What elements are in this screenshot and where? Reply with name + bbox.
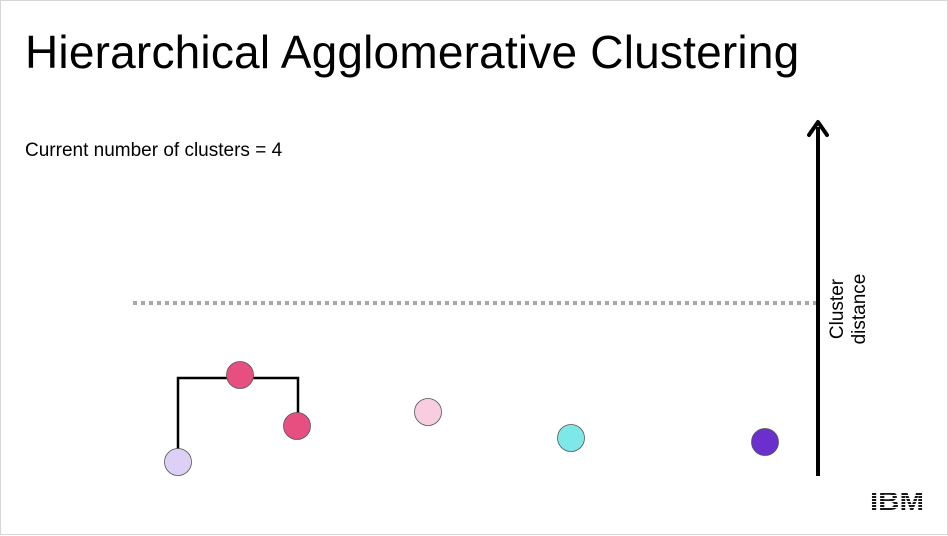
cyan-data-point [557, 424, 585, 452]
magenta-data-point [283, 412, 311, 440]
cluster-count-text: Current number of clusters = 4 [25, 140, 283, 161]
axis-label-line-1: Cluster [827, 278, 848, 340]
axis-label-line-2: distance [849, 273, 870, 345]
merged-cluster-node [226, 361, 254, 389]
slide-title: Hierarchical Agglomerative Clustering [25, 26, 800, 78]
axis-arrowhead-icon [807, 120, 829, 137]
lavender-data-point [164, 448, 192, 476]
cluster-distance-axis-label: Cluster distance [827, 249, 871, 369]
dendrogram-merge-branch [176, 376, 300, 450]
light-pink-data-point [414, 398, 442, 426]
ibm-logo: IBM [870, 490, 924, 513]
purple-data-point [751, 428, 779, 456]
